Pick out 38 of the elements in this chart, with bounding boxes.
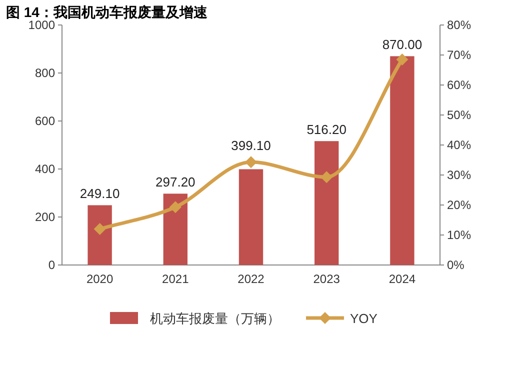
bar <box>238 169 264 265</box>
y2-tick-label: 20% <box>447 198 472 212</box>
x-tick-label: 2022 <box>238 272 265 286</box>
legend-label: YOY <box>350 311 378 326</box>
point <box>320 171 333 184</box>
y2-tick-label: 80% <box>447 18 472 32</box>
y-tick-label: 600 <box>34 114 56 128</box>
data-label: 249.10 <box>80 186 120 202</box>
point <box>94 223 106 235</box>
x-tick-label: 2024 <box>388 272 416 286</box>
bar <box>390 56 414 265</box>
legend-label: 机动车报废量（万辆） <box>150 311 280 326</box>
y2-tick-label: 70% <box>447 48 472 62</box>
point <box>396 54 408 66</box>
chart-title: 图 14：我国机动车报废量及增速 <box>6 4 208 20</box>
point <box>169 201 182 214</box>
data-label: 399.10 <box>231 138 271 154</box>
data-label: 516.20 <box>306 122 346 138</box>
y2-tick-label: 10% <box>447 228 472 242</box>
point <box>245 156 257 168</box>
y2-tick-label: 40% <box>447 138 472 152</box>
x-tick-label: 2020 <box>86 272 114 286</box>
y2-tick-label: 50% <box>447 108 472 122</box>
y2-tick-label: 0% <box>447 258 465 272</box>
data-label: 870.00 <box>382 37 422 52</box>
y2-tick-label: 30% <box>447 168 472 182</box>
x-tick-label: 2021 <box>162 272 190 286</box>
bar <box>88 205 112 265</box>
y-tick-label: 400 <box>34 162 56 176</box>
data-label: 297.20 <box>156 174 196 190</box>
y-tick-label: 200 <box>34 210 56 224</box>
bar <box>163 194 188 265</box>
y-tick-label: 800 <box>34 66 56 80</box>
y-tick-label: 1000 <box>28 18 56 32</box>
y2-tick-label: 60% <box>447 78 472 92</box>
x-tick-label: 2023 <box>313 272 340 286</box>
y-tick-label: 0 <box>48 258 56 272</box>
bar <box>314 141 339 265</box>
